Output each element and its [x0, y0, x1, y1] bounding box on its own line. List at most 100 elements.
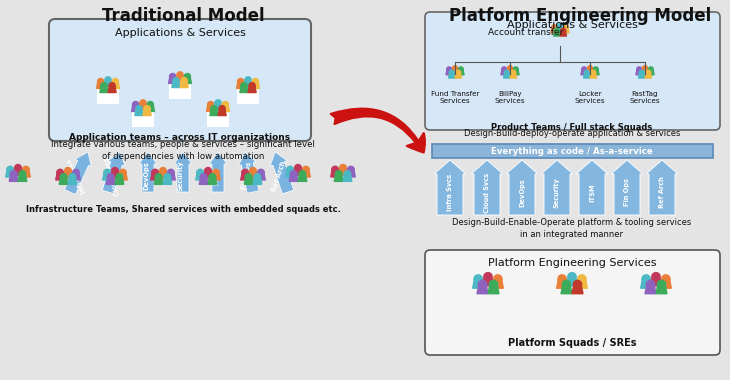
Text: ITSM: ITSM — [589, 183, 595, 202]
Text: FastTag
Services: FastTag Services — [630, 91, 661, 104]
Polygon shape — [488, 286, 499, 294]
FancyArrow shape — [239, 152, 259, 193]
Circle shape — [245, 174, 252, 180]
Polygon shape — [553, 32, 560, 36]
Polygon shape — [199, 178, 208, 184]
Circle shape — [237, 78, 244, 85]
Polygon shape — [245, 178, 253, 184]
Circle shape — [561, 28, 566, 33]
Polygon shape — [166, 174, 175, 180]
Polygon shape — [656, 286, 667, 294]
Circle shape — [155, 174, 162, 180]
Polygon shape — [210, 109, 218, 116]
Circle shape — [562, 280, 571, 289]
Polygon shape — [111, 172, 120, 178]
FancyBboxPatch shape — [131, 104, 155, 127]
Circle shape — [69, 174, 76, 180]
Circle shape — [552, 25, 556, 30]
Text: Platform Squads / SREs: Platform Squads / SREs — [508, 338, 637, 348]
Circle shape — [23, 166, 29, 173]
Circle shape — [642, 275, 650, 283]
FancyArrow shape — [471, 160, 503, 215]
FancyArrow shape — [611, 160, 643, 215]
Circle shape — [458, 67, 464, 72]
Circle shape — [65, 168, 72, 174]
Text: Fin Ops: Fin Ops — [624, 179, 630, 206]
Circle shape — [107, 174, 114, 180]
Text: Account transfer: Account transfer — [488, 28, 564, 37]
Circle shape — [250, 168, 256, 174]
Circle shape — [474, 275, 483, 283]
Polygon shape — [68, 178, 77, 184]
Polygon shape — [180, 82, 188, 87]
Text: Cloud Svcs: Cloud Svcs — [104, 156, 120, 196]
Polygon shape — [218, 109, 226, 116]
Circle shape — [168, 169, 174, 176]
Polygon shape — [55, 174, 64, 180]
Text: Traditional Model: Traditional Model — [101, 7, 264, 25]
Text: Ref Arch: Ref Arch — [272, 160, 288, 192]
Polygon shape — [636, 70, 642, 75]
Circle shape — [101, 82, 107, 89]
Polygon shape — [139, 104, 147, 110]
Polygon shape — [14, 169, 23, 175]
Text: Integrate various teams, people & services – significant level
of dependencies w: Integrate various teams, people & servic… — [51, 140, 315, 161]
Polygon shape — [96, 82, 104, 89]
Polygon shape — [566, 278, 577, 286]
Polygon shape — [115, 178, 124, 184]
Circle shape — [507, 66, 512, 71]
FancyArrow shape — [646, 160, 678, 215]
Circle shape — [212, 169, 219, 176]
Circle shape — [295, 165, 301, 171]
Circle shape — [258, 169, 264, 176]
Polygon shape — [347, 171, 356, 177]
Circle shape — [588, 66, 593, 71]
Polygon shape — [301, 171, 310, 177]
Polygon shape — [483, 278, 493, 286]
Polygon shape — [131, 106, 139, 111]
Circle shape — [344, 171, 350, 177]
Circle shape — [558, 275, 566, 283]
Circle shape — [639, 70, 644, 75]
FancyBboxPatch shape — [432, 144, 713, 158]
Polygon shape — [590, 73, 596, 78]
Circle shape — [10, 171, 17, 177]
Circle shape — [593, 67, 599, 72]
Polygon shape — [639, 73, 645, 78]
Polygon shape — [293, 169, 302, 175]
Polygon shape — [551, 28, 558, 33]
Polygon shape — [577, 280, 588, 288]
Text: DevOps: DevOps — [519, 178, 525, 207]
Polygon shape — [108, 87, 116, 93]
FancyArrow shape — [270, 152, 293, 194]
Text: Infra Svcs: Infra Svcs — [66, 158, 88, 194]
FancyBboxPatch shape — [49, 19, 311, 141]
Circle shape — [291, 171, 297, 177]
Polygon shape — [593, 70, 599, 75]
Polygon shape — [472, 280, 483, 288]
Polygon shape — [642, 69, 648, 73]
FancyBboxPatch shape — [169, 76, 191, 99]
Text: Fund Transfer
Services: Fund Transfer Services — [431, 91, 480, 104]
Polygon shape — [244, 81, 252, 87]
Polygon shape — [196, 174, 204, 180]
Text: Fin Ops: Fin Ops — [242, 162, 253, 190]
Circle shape — [568, 272, 576, 281]
Polygon shape — [448, 73, 455, 78]
Polygon shape — [111, 82, 120, 89]
FancyArrow shape — [209, 152, 227, 192]
Circle shape — [646, 70, 650, 75]
Polygon shape — [289, 175, 298, 181]
Polygon shape — [72, 174, 80, 180]
Circle shape — [164, 174, 171, 180]
Circle shape — [209, 174, 216, 180]
Text: Applications & Services: Applications & Services — [115, 28, 245, 38]
Circle shape — [105, 77, 111, 83]
Polygon shape — [343, 175, 352, 181]
Circle shape — [642, 66, 648, 71]
Polygon shape — [253, 178, 262, 184]
Circle shape — [657, 280, 666, 289]
Polygon shape — [285, 171, 294, 177]
Circle shape — [200, 174, 207, 180]
FancyArrowPatch shape — [331, 109, 425, 152]
